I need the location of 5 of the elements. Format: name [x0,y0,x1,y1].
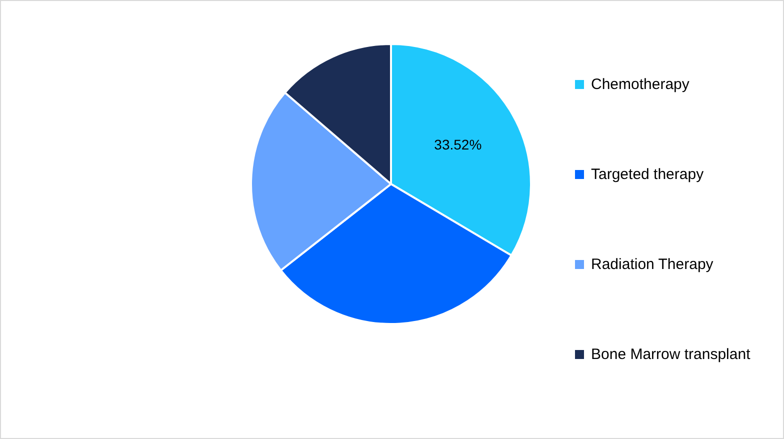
legend-label: Targeted therapy [591,166,704,183]
legend-label: Radiation Therapy [591,256,714,273]
legend-label: Chemotherapy [591,76,690,93]
data-label: 33.52% [434,136,482,153]
legend-label: Bone Marrow transplant [591,346,752,363]
